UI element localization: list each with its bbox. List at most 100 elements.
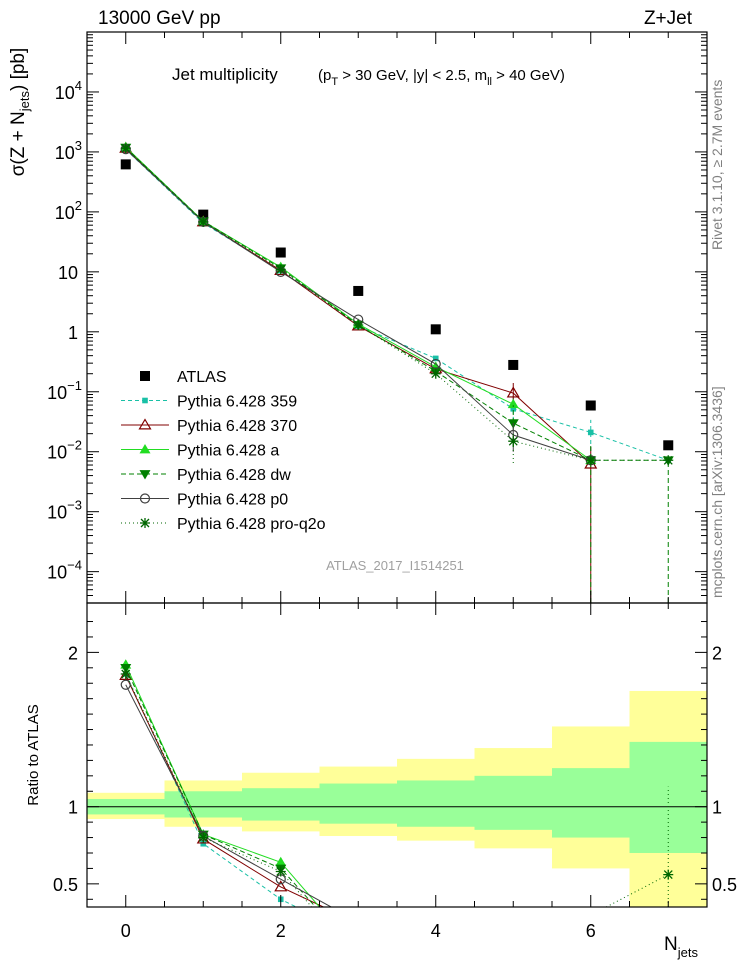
main-ytick-label-8: 104 xyxy=(55,78,82,103)
ratio-point-6-1 xyxy=(663,869,674,880)
xtick-label-1: 2 xyxy=(276,921,286,941)
main-point-2-5 xyxy=(506,386,520,398)
legend-label-1: Pythia 6.428 359 xyxy=(177,394,297,411)
main-ytick-label-6: 102 xyxy=(55,198,82,223)
ratio-point-5-2 xyxy=(275,866,286,877)
main-point-6-0 xyxy=(120,143,131,154)
main-point-6-7 xyxy=(663,455,674,466)
main-series-line-2 xyxy=(125,147,592,465)
ratio-point-2-2 xyxy=(275,856,287,867)
main-ytick-label-5: 10 xyxy=(58,263,78,283)
legend-label-4: Pythia 6.428 dw xyxy=(177,467,291,484)
legend-entry-3: Pythia 6.428 a xyxy=(121,443,279,460)
side-label-bottom: mcplots.cern.ch [arXiv:1306.3436] xyxy=(709,386,725,598)
main-ylabel-sub: jets xyxy=(17,91,32,113)
main-ytick-label-4: 1 xyxy=(68,323,78,343)
main-point-0-5 xyxy=(508,359,519,370)
main-point-3-5 xyxy=(507,398,519,409)
ratio-point-1-0 xyxy=(119,668,133,680)
ratio-point-1-2 xyxy=(274,880,288,892)
legend-marker-6 xyxy=(140,518,150,528)
title-cuts-T: T xyxy=(331,76,338,88)
legend-label-3: Pythia 6.428 a xyxy=(177,443,279,460)
main-series-line-1 xyxy=(125,149,669,461)
main-point-1-5 xyxy=(510,405,517,412)
xtick-label-0: 0 xyxy=(121,921,131,941)
band-inner-1 xyxy=(164,791,242,818)
main-point-0-3 xyxy=(353,285,364,296)
main-point-6-3 xyxy=(353,319,364,330)
main-point-6-6 xyxy=(585,455,596,466)
legend-label-2: Pythia 6.428 370 xyxy=(177,418,297,435)
main-point-0-6 xyxy=(585,400,596,411)
plot-title: Jet multiplicity (pT > 30 GeV, |y| < 2.5… xyxy=(172,65,565,88)
main-point-6-1 xyxy=(198,216,209,227)
main-series-line-6 xyxy=(125,147,669,461)
main-ytick-label-1: 10−3 xyxy=(47,498,82,523)
ratio-point-5-1 xyxy=(198,832,209,843)
legend-label-0: ATLAS xyxy=(177,369,227,386)
title-cuts-mid: > 30 GeV, |y| < 2.5, m xyxy=(338,67,487,84)
title-cuts-p: (p xyxy=(318,67,331,84)
main-point-0-2 xyxy=(275,247,286,258)
legend-label-6: Pythia 6.428 pro-q2o xyxy=(177,516,326,533)
ratio-series-5 xyxy=(120,668,313,907)
legend-entry-1: Pythia 6.428 359 xyxy=(121,394,297,411)
legend-marker-0 xyxy=(140,371,150,381)
legend-entry-4: Pythia 6.428 dw xyxy=(121,467,291,484)
header-left: 13000 GeV pp xyxy=(98,8,221,29)
ratio-ytick-label-left-2: 2 xyxy=(68,643,78,663)
xtick-label-2: 4 xyxy=(431,921,441,941)
ratio-point-3-0 xyxy=(120,663,132,674)
svg-text:Jet multiplicity: Jet multiplicity xyxy=(172,65,278,84)
ratio-series-line-1 xyxy=(125,675,324,907)
ratio-point-4-0 xyxy=(120,679,131,690)
ratio-xlabel: Njets xyxy=(664,934,698,960)
svg-text:(pT > 30 GeV, |y| < 2.5, mll >: (pT > 30 GeV, |y| < 2.5, mll > 40 GeV) xyxy=(318,67,565,88)
main-panel-series xyxy=(119,141,674,603)
legend-marker-2 xyxy=(138,418,152,430)
ratio-ytick-label-right-1: 1 xyxy=(712,798,722,818)
ratio-series-line-4 xyxy=(125,684,332,907)
watermark: ATLAS_2017_I1514251 xyxy=(326,558,464,573)
axis-ticks: 0 2 4 6 10−4 10−3 10−2 10−1 1 10 102 103 104 0.5 0.5 1 1… xyxy=(47,32,737,941)
main-point-6-4 xyxy=(430,368,441,379)
main-point-0-1 xyxy=(198,209,209,220)
main-series-line-4 xyxy=(125,147,669,461)
title-cuts-ll: ll xyxy=(487,76,492,88)
main-point-6-2 xyxy=(275,264,286,275)
title-cuts-end: > 40 GeV) xyxy=(492,67,565,84)
ratio-panel-series xyxy=(119,659,674,907)
main-series-0 xyxy=(120,159,674,451)
xlabel-main: N xyxy=(664,934,678,955)
main-ytick-label-3: 10−1 xyxy=(47,378,82,403)
main-series-line-5 xyxy=(125,148,591,461)
band-inner-2 xyxy=(242,788,320,821)
ratio-ylabel: Ratio to ATLAS xyxy=(25,704,42,805)
legend-entry-2: Pythia 6.428 370 xyxy=(121,418,297,435)
band-inner-5 xyxy=(474,775,552,830)
legend-entry-5: Pythia 6.428 p0 xyxy=(121,492,288,509)
legend-marker-4 xyxy=(139,470,151,480)
xlabel-sub: jets xyxy=(677,945,699,960)
main-ytick-label-7: 103 xyxy=(55,138,82,163)
ratio-series-line-0 xyxy=(125,673,297,907)
legend-marker-3 xyxy=(139,444,151,454)
side-label-top: Rivet 3.1.10, ≥ 2.7M events xyxy=(709,80,725,250)
main-point-1-6 xyxy=(587,429,594,436)
main-point-1-4 xyxy=(432,355,439,362)
main-point-0-0 xyxy=(120,159,131,170)
band-inner-4 xyxy=(397,780,475,827)
ratio-series-line-2 xyxy=(125,664,320,907)
legend-entry-6: Pythia 6.428 pro-q2o xyxy=(121,516,326,533)
ratio-series-6 xyxy=(606,786,674,907)
band-inner-3 xyxy=(319,783,397,824)
ratio-uncertainty-bands xyxy=(87,690,707,907)
band-inner-7 xyxy=(629,741,707,853)
xtick-label-3: 6 xyxy=(586,921,596,941)
main-ytick-label-2: 10−2 xyxy=(47,438,82,463)
ratio-ytick-label-left-0: 0.5 xyxy=(53,875,78,895)
legend-entry-0: ATLAS xyxy=(140,369,227,386)
legend-marker-1 xyxy=(142,397,148,404)
